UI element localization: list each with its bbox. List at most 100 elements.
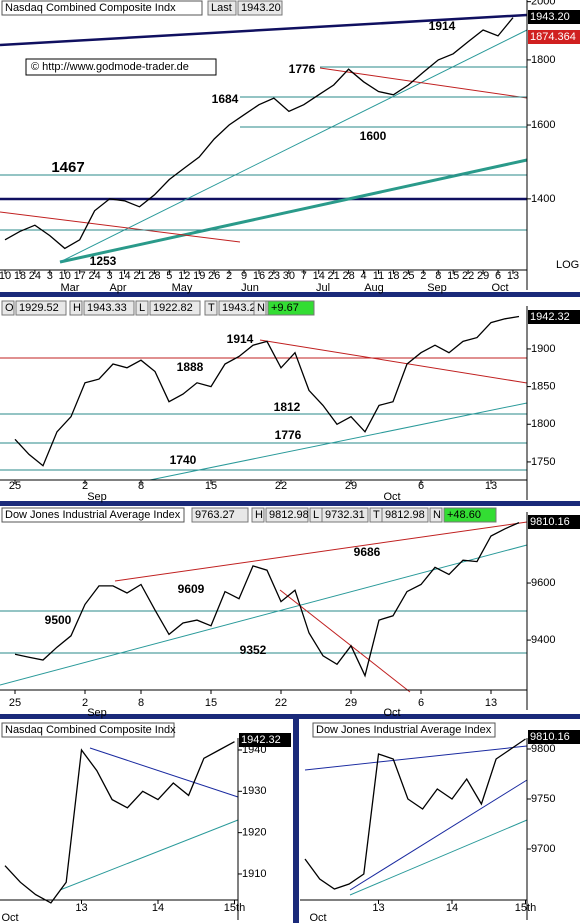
x-tick-label: 24 xyxy=(29,270,41,282)
x-tick-label: 9 xyxy=(241,270,247,282)
x-tick-label: 21 xyxy=(328,270,340,282)
price-line xyxy=(14,522,520,678)
header-box xyxy=(69,300,83,316)
price-line xyxy=(4,17,514,250)
header-box xyxy=(443,507,497,523)
header-value: +48.60 xyxy=(447,509,481,521)
trend-line xyxy=(349,819,528,896)
header-value: 1943.20 xyxy=(222,302,262,314)
price-tag-box xyxy=(528,30,580,44)
x-tick-label: 21 xyxy=(133,270,145,282)
y-tick-label: 9400 xyxy=(531,634,555,646)
header-box xyxy=(207,0,237,16)
x-tick-label: 18 xyxy=(14,270,26,282)
level-label: 1740 xyxy=(170,453,197,467)
header-value: N xyxy=(257,302,265,314)
x-tick-label: 6 xyxy=(418,480,424,492)
trend-line xyxy=(89,747,239,798)
level-label: 1600 xyxy=(360,129,387,143)
level-label: 9352 xyxy=(240,643,267,657)
x-tick-label: 15th xyxy=(224,902,245,914)
x-tick-label: 4 xyxy=(360,270,366,282)
trend-line xyxy=(0,211,241,243)
x-tick-label: 25 xyxy=(402,270,414,282)
x-tick-label: 16 xyxy=(253,270,265,282)
x-tick-label: 17 xyxy=(74,270,86,282)
header-value: 1943.33 xyxy=(87,302,127,314)
month-label: Sep xyxy=(427,282,447,294)
header-value: H xyxy=(73,302,81,314)
header-value: L xyxy=(313,509,319,521)
header-box xyxy=(253,300,267,316)
title-box xyxy=(1,0,203,16)
x-tick-label: 7 xyxy=(301,270,307,282)
y-tick-label: 9800 xyxy=(531,743,555,755)
x-tick-label: 28 xyxy=(148,270,160,282)
header-value: 1929.52 xyxy=(19,302,59,314)
month-label: Sep xyxy=(87,491,107,503)
header-value: L xyxy=(139,302,145,314)
x-tick-label: 15 xyxy=(205,697,217,709)
month-label: Mar xyxy=(61,282,80,294)
x-tick-label: 29 xyxy=(345,697,357,709)
x-tick-label: 28 xyxy=(342,270,354,282)
separator xyxy=(293,714,299,923)
panel-title: Dow Jones Industrial Average Index xyxy=(5,509,181,521)
x-tick-label: 19 xyxy=(193,270,205,282)
header-value: T xyxy=(373,509,380,521)
y-tick-label: 1600 xyxy=(531,119,555,131)
month-label: Jun xyxy=(241,282,259,294)
level-label: 9500 xyxy=(45,613,72,627)
header-box xyxy=(15,300,67,316)
month-label: May xyxy=(172,282,193,294)
x-tick-label: 29 xyxy=(345,480,357,492)
x-tick-label: 24 xyxy=(89,270,101,282)
price-tag: 9810.16 xyxy=(530,516,570,528)
price-tag-box xyxy=(528,515,580,529)
x-tick-label: 13 xyxy=(507,270,519,282)
header-value: T xyxy=(208,302,215,314)
panel-title: Nasdaq Combined Composite Indx xyxy=(5,2,176,14)
x-tick-label: 5 xyxy=(166,270,172,282)
x-tick-label: 29 xyxy=(477,270,489,282)
x-tick-label: 22 xyxy=(462,270,474,282)
y-tick-label: 1910 xyxy=(242,868,266,880)
trend-line xyxy=(0,544,528,686)
x-tick-label: 22 xyxy=(275,480,287,492)
separator xyxy=(0,501,580,506)
x-tick-label: 12 xyxy=(178,270,190,282)
header-box xyxy=(251,507,265,523)
y-tick-label: 1750 xyxy=(531,456,555,468)
y-tick-label: 2000 xyxy=(531,0,555,8)
header-box xyxy=(191,507,249,523)
level-label: 1914 xyxy=(429,19,456,33)
y-tick-label: 1850 xyxy=(531,381,555,393)
trend-line xyxy=(304,745,528,771)
x-tick-label: 13 xyxy=(485,480,497,492)
y-tick-label: 1400 xyxy=(531,193,555,205)
level-label: 9609 xyxy=(178,582,205,596)
trend-line xyxy=(114,521,528,582)
y-tick-label: 1920 xyxy=(242,827,266,839)
x-tick-label: 13 xyxy=(75,902,87,914)
level-label: 1776 xyxy=(289,62,316,76)
level-label: 1253 xyxy=(90,254,117,268)
month-label: Oct xyxy=(383,491,400,503)
x-tick-label: 14 xyxy=(446,902,458,914)
header-value: 1943.20 xyxy=(241,2,281,14)
y-tick-label: 9750 xyxy=(531,793,555,805)
x-tick-label: 2 xyxy=(82,480,88,492)
title-box xyxy=(1,722,175,738)
x-tick-label: 15th xyxy=(515,902,536,914)
header-box xyxy=(83,300,135,316)
x-tick-label: 14 xyxy=(118,270,130,282)
x-tick-label: 6 xyxy=(495,270,501,282)
separator xyxy=(0,292,580,297)
x-tick-label: 6 xyxy=(418,697,424,709)
x-tick-label: 18 xyxy=(387,270,399,282)
y-tick-label: 9700 xyxy=(531,843,555,855)
x-tick-label: 2 xyxy=(82,697,88,709)
note: © http://www.godmode-trader.de xyxy=(31,61,189,73)
x-tick-label: 22 xyxy=(275,697,287,709)
